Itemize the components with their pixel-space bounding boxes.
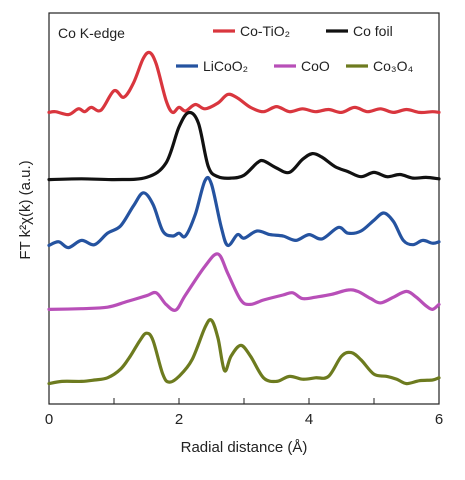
x-tick-label: 2: [175, 411, 183, 428]
series-line-3: [47, 252, 441, 313]
legend-label-4: Co₃O₄: [373, 58, 413, 74]
legend-label-2: LiCoO₂: [203, 58, 248, 74]
series-line-4: [47, 318, 441, 386]
legend-label-1: Co foil: [353, 23, 393, 39]
series-line-2: [47, 175, 441, 250]
legend-label-0: Co-TiO₂: [240, 23, 290, 39]
y-axis-title: FT k²χ(k) (a.u.): [17, 160, 34, 259]
edge-annotation: Co K-edge: [58, 25, 125, 41]
x-tick-label: 4: [305, 411, 313, 428]
series-line-0: [47, 50, 441, 117]
legend: Co-TiO₂ Co foil LiCoO₂ CoO Co₃O₄: [176, 23, 413, 74]
legend-label-3: CoO: [301, 58, 330, 74]
x-axis-title: Radial distance (Å): [181, 439, 308, 456]
x-tick-label: 0: [45, 411, 53, 428]
series-line-1: [47, 110, 441, 182]
x-tick-label: 6: [435, 411, 443, 428]
x-axis-ticks: 0 2 4 6: [45, 398, 443, 428]
series-lines: [47, 50, 441, 386]
